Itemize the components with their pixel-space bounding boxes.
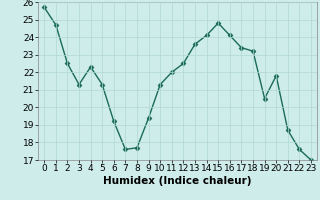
X-axis label: Humidex (Indice chaleur): Humidex (Indice chaleur) <box>103 176 252 186</box>
